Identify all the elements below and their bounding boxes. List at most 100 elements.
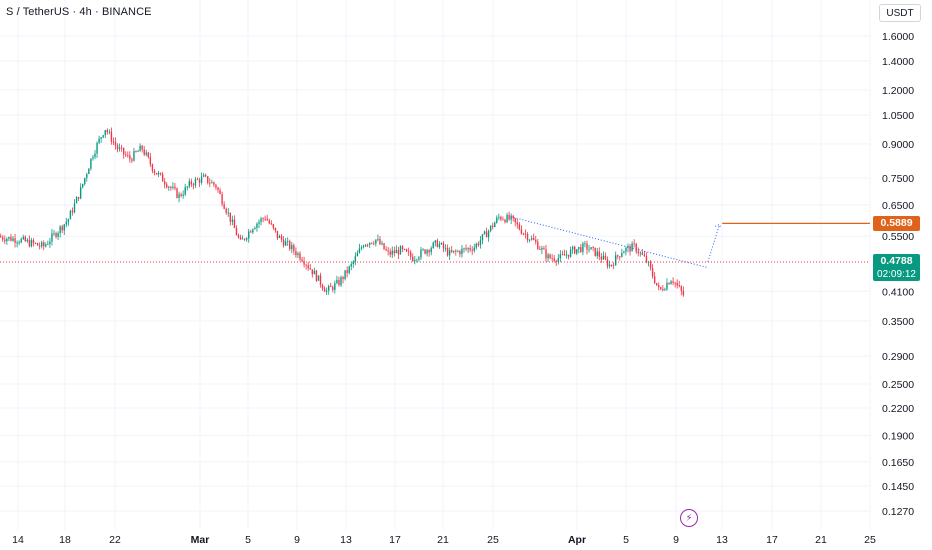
candle xyxy=(354,252,357,266)
candle xyxy=(252,228,254,234)
candle xyxy=(336,275,338,285)
candle xyxy=(106,128,108,135)
candle xyxy=(465,244,467,252)
candle xyxy=(619,256,621,261)
candle xyxy=(635,242,637,254)
candle xyxy=(369,242,371,249)
candle xyxy=(127,151,129,158)
candle xyxy=(104,129,106,139)
candle xyxy=(377,234,379,242)
candle xyxy=(350,261,352,271)
candle xyxy=(239,234,242,240)
candle xyxy=(2,235,4,242)
candle xyxy=(65,217,67,228)
price-tick-label: 1.6000 xyxy=(882,31,914,43)
candle xyxy=(627,243,629,253)
candle xyxy=(317,275,320,281)
candle xyxy=(426,248,428,257)
candle xyxy=(362,244,365,249)
candle xyxy=(86,172,88,182)
candle xyxy=(297,251,299,259)
candle xyxy=(612,262,615,270)
candle xyxy=(428,249,430,257)
candle xyxy=(266,214,268,221)
candle xyxy=(168,185,170,191)
candle xyxy=(330,282,332,288)
candle xyxy=(588,245,590,253)
candle xyxy=(276,230,279,241)
candle xyxy=(36,242,39,246)
time-axis[interactable]: 14 18 22 Mar 5 9 13 17 21 25 Apr 5 9 13 17 21 25 xyxy=(12,534,876,546)
candle xyxy=(90,158,92,171)
candle xyxy=(141,144,143,153)
price-tick-label: 0.1270 xyxy=(882,506,914,518)
current-price-tag: 0.4788 02:09:12 xyxy=(873,254,920,281)
candle xyxy=(69,209,72,220)
candle xyxy=(0,233,2,238)
candle xyxy=(543,246,545,250)
lightning-icon[interactable]: ⚡ xyxy=(680,509,698,527)
candle xyxy=(153,168,156,176)
candle xyxy=(8,236,10,242)
price-tick-label: 0.1900 xyxy=(882,430,914,442)
candle xyxy=(506,212,508,224)
candle xyxy=(202,173,205,178)
candle xyxy=(6,237,8,245)
candle xyxy=(604,252,607,261)
candle xyxy=(18,240,20,246)
candle xyxy=(313,267,316,275)
time-tick-label: 25 xyxy=(487,534,499,546)
candles xyxy=(0,127,685,297)
candle xyxy=(391,246,393,259)
candle xyxy=(10,233,12,242)
price-tick-label: 1.0500 xyxy=(882,110,914,122)
candle xyxy=(631,241,633,252)
candle xyxy=(645,252,648,264)
candle xyxy=(664,287,666,291)
candle xyxy=(4,235,6,245)
candle xyxy=(504,218,506,224)
candle xyxy=(200,172,203,185)
candle xyxy=(182,190,184,199)
candle xyxy=(407,247,410,257)
candle xyxy=(323,286,326,292)
candle xyxy=(494,221,496,228)
candle xyxy=(576,249,578,256)
time-tick-label: Mar xyxy=(191,534,210,546)
trendline[interactable] xyxy=(510,216,709,269)
candle xyxy=(22,234,24,240)
candle xyxy=(225,207,227,215)
candle xyxy=(57,231,59,241)
candle xyxy=(194,176,197,188)
candle xyxy=(149,152,152,167)
price-axis[interactable]: 1.6000 1.4000 1.2000 1.0500 0.9000 0.7500 0.65… xyxy=(882,31,914,518)
candle xyxy=(373,240,375,246)
projection-arrow[interactable] xyxy=(707,223,722,262)
candle xyxy=(254,226,256,230)
candle xyxy=(198,177,201,188)
candle xyxy=(159,172,162,176)
candle xyxy=(366,243,369,248)
candle xyxy=(221,191,223,207)
candle xyxy=(643,251,646,257)
candle xyxy=(309,264,311,270)
candle xyxy=(325,287,328,295)
candle xyxy=(528,239,531,243)
candle xyxy=(641,249,644,256)
candle xyxy=(223,201,225,210)
candle xyxy=(116,143,119,153)
candle xyxy=(114,137,117,150)
candle xyxy=(653,272,656,285)
candle xyxy=(270,220,272,226)
candle xyxy=(260,216,262,226)
currency-button[interactable]: USDT xyxy=(879,4,921,22)
price-tick-label: 0.5500 xyxy=(882,231,914,243)
candle xyxy=(596,247,598,260)
candle xyxy=(500,215,502,222)
candle xyxy=(629,243,631,256)
candle xyxy=(457,249,459,253)
candle xyxy=(401,245,404,253)
candle xyxy=(649,259,652,271)
candle xyxy=(405,248,408,253)
